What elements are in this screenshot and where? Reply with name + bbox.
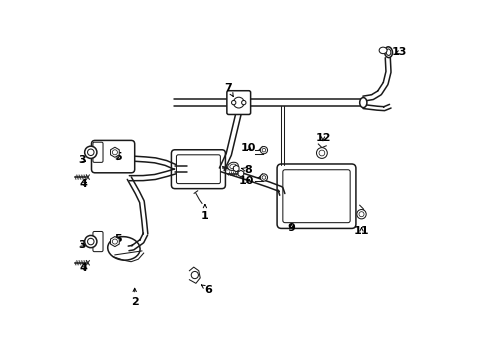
Text: 11: 11 — [353, 226, 368, 236]
Circle shape — [262, 176, 265, 179]
Text: 13: 13 — [391, 47, 406, 57]
Text: 2: 2 — [131, 288, 138, 307]
FancyBboxPatch shape — [226, 91, 250, 114]
Circle shape — [241, 100, 245, 105]
Ellipse shape — [378, 47, 386, 54]
Circle shape — [262, 148, 265, 152]
FancyBboxPatch shape — [93, 231, 103, 252]
Circle shape — [260, 174, 267, 181]
Circle shape — [191, 271, 198, 279]
Circle shape — [233, 97, 244, 108]
Text: 3: 3 — [79, 155, 86, 165]
Text: 6: 6 — [201, 285, 212, 295]
FancyBboxPatch shape — [277, 164, 355, 229]
Circle shape — [84, 146, 97, 158]
Circle shape — [231, 100, 235, 105]
Text: 8: 8 — [241, 165, 251, 175]
Ellipse shape — [227, 162, 238, 170]
Text: 5: 5 — [114, 152, 122, 162]
Circle shape — [260, 147, 267, 154]
Circle shape — [84, 235, 97, 248]
Circle shape — [316, 148, 326, 158]
Ellipse shape — [107, 237, 140, 260]
Circle shape — [112, 239, 117, 244]
Text: 12: 12 — [315, 132, 330, 143]
FancyBboxPatch shape — [91, 140, 134, 173]
Circle shape — [318, 150, 324, 156]
Text: 5: 5 — [114, 234, 122, 244]
Ellipse shape — [359, 98, 366, 108]
Circle shape — [112, 150, 117, 155]
Text: 1: 1 — [201, 204, 208, 221]
Circle shape — [87, 238, 94, 245]
Ellipse shape — [229, 164, 236, 168]
Text: 4: 4 — [79, 263, 87, 273]
Text: 4: 4 — [79, 179, 87, 189]
Circle shape — [358, 212, 363, 217]
FancyBboxPatch shape — [93, 142, 103, 162]
Circle shape — [356, 210, 366, 219]
Circle shape — [87, 149, 94, 156]
Text: 7: 7 — [224, 83, 233, 96]
Text: 10: 10 — [240, 143, 255, 153]
Text: 9: 9 — [287, 222, 295, 233]
Text: 10: 10 — [238, 176, 253, 186]
Ellipse shape — [386, 49, 390, 55]
Text: 3: 3 — [78, 240, 85, 250]
FancyBboxPatch shape — [171, 150, 225, 189]
Ellipse shape — [384, 47, 392, 58]
Polygon shape — [189, 267, 200, 283]
